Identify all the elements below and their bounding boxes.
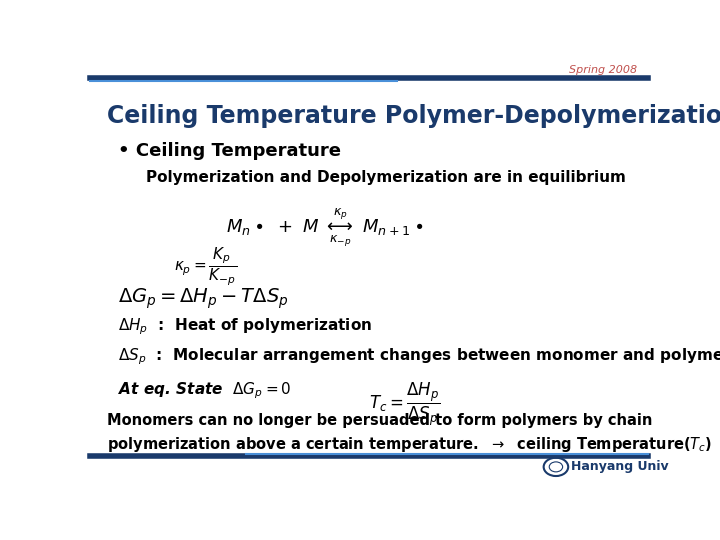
Text: • Ceiling Temperature: • Ceiling Temperature bbox=[118, 141, 341, 160]
Text: polymerization above a certain temperature.  $\rightarrow$  ceiling Temperature(: polymerization above a certain temperatu… bbox=[107, 435, 712, 454]
Text: Hanyang Univ: Hanyang Univ bbox=[571, 461, 669, 474]
Text: At eq. State  $\Delta G_p=0$: At eq. State $\Delta G_p=0$ bbox=[118, 381, 292, 401]
Text: $\Delta G_p = \Delta H_p - T\Delta S_p$: $\Delta G_p = \Delta H_p - T\Delta S_p$ bbox=[118, 286, 288, 310]
Text: Spring 2008: Spring 2008 bbox=[569, 65, 637, 75]
Text: Ceiling Temperature Polymer-Depolymerization Equilibria: Ceiling Temperature Polymer-Depolymeriza… bbox=[107, 104, 720, 129]
Text: $\Delta H_p$  :  Heat of polymerization: $\Delta H_p$ : Heat of polymerization bbox=[118, 316, 372, 337]
Text: Monomers can no longer be persuaded to form polymers by chain: Monomers can no longer be persuaded to f… bbox=[107, 413, 652, 428]
Text: Polymerization and Depolymerization are in equilibrium: Polymerization and Depolymerization are … bbox=[145, 170, 626, 185]
Text: $\Delta S_p$  :  Molecular arrangement changes between monomer and polymer: $\Delta S_p$ : Molecular arrangement cha… bbox=[118, 346, 720, 367]
Text: $\kappa_p = \dfrac{K_p}{K_{-p}}$: $\kappa_p = \dfrac{K_p}{K_{-p}}$ bbox=[174, 246, 237, 288]
Text: $M_n\bullet\ +\ M\ \underset{\kappa_{-p}}{\overset{\kappa_p}{\longleftrightarrow: $M_n\bullet\ +\ M\ \underset{\kappa_{-p}… bbox=[225, 206, 423, 249]
Text: $T_c = \dfrac{\Delta H_p}{\Delta S_p}$: $T_c = \dfrac{\Delta H_p}{\Delta S_p}$ bbox=[369, 381, 440, 428]
